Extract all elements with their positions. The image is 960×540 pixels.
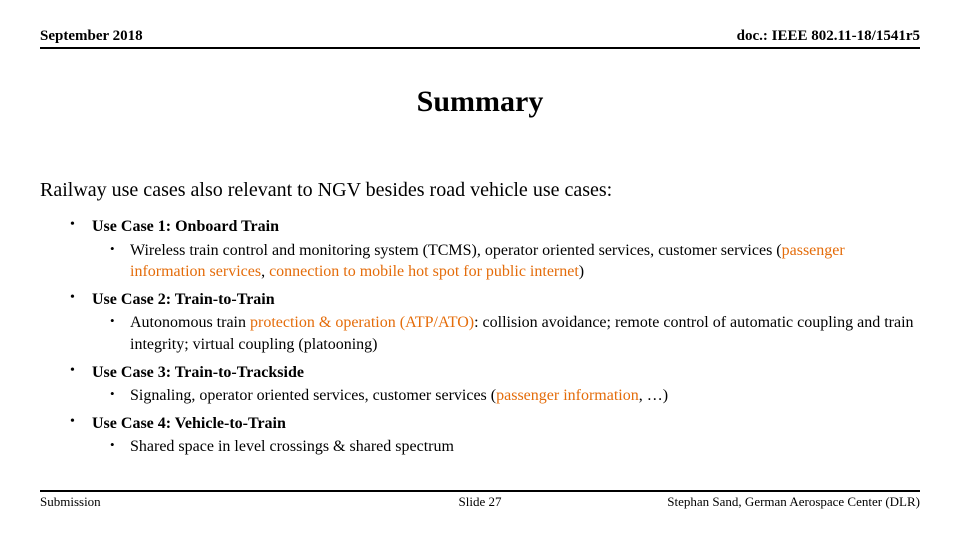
intro-text: Railway use cases also relevant to NGV b… xyxy=(40,179,920,202)
list-item: Signaling, operator oriented services, c… xyxy=(110,385,920,407)
highlight-text: connection to mobile hot spot for public… xyxy=(269,263,579,280)
footer-left: Submission xyxy=(40,494,101,510)
list-item: Use Case 2: Train-to-Train Autonomous tr… xyxy=(70,289,920,356)
footer-right: Stephan Sand, German Aerospace Center (D… xyxy=(667,494,920,510)
detail-text: , …) xyxy=(639,387,668,404)
detail-text: Autonomous train xyxy=(130,314,250,331)
case-label: Use Case 1: Onboard Train xyxy=(92,218,279,235)
list-item: Use Case 1: Onboard Train Wireless train… xyxy=(70,216,920,283)
detail-text: ) xyxy=(579,263,584,280)
footer-center: Slide 27 xyxy=(459,494,502,510)
sub-list: Signaling, operator oriented services, c… xyxy=(110,385,920,407)
header-row: September 2018 doc.: IEEE 802.11-18/1541… xyxy=(40,0,920,49)
page-title: Summary xyxy=(40,85,920,119)
detail-text: Shared space in level crossings & shared… xyxy=(130,438,454,455)
header-date: September 2018 xyxy=(40,28,143,45)
sub-list: Wireless train control and monitoring sy… xyxy=(110,240,920,283)
list-item: Shared space in level crossings & shared… xyxy=(110,436,920,458)
list-item: Use Case 4: Vehicle-to-Train Shared spac… xyxy=(70,413,920,458)
detail-text: , xyxy=(261,263,269,280)
header-docref: doc.: IEEE 802.11-18/1541r5 xyxy=(737,28,920,45)
highlight-text: protection & operation (ATP/ATO) xyxy=(250,314,474,331)
list-item: Wireless train control and monitoring sy… xyxy=(110,240,920,283)
case-label: Use Case 3: Train-to-Trackside xyxy=(92,364,304,381)
footer-row: Submission Slide 27 Stephan Sand, German… xyxy=(40,490,920,510)
sub-list: Shared space in level crossings & shared… xyxy=(110,436,920,458)
case-label: Use Case 4: Vehicle-to-Train xyxy=(92,415,286,432)
list-item: Use Case 3: Train-to-Trackside Signaling… xyxy=(70,362,920,407)
sub-list: Autonomous train protection & operation … xyxy=(110,312,920,355)
detail-text: Wireless train control and monitoring sy… xyxy=(130,242,782,259)
case-label: Use Case 2: Train-to-Train xyxy=(92,291,275,308)
highlight-text: passenger information xyxy=(496,387,639,404)
use-case-list: Use Case 1: Onboard Train Wireless train… xyxy=(70,216,920,458)
detail-text: Signaling, operator oriented services, c… xyxy=(130,387,496,404)
list-item: Autonomous train protection & operation … xyxy=(110,312,920,355)
